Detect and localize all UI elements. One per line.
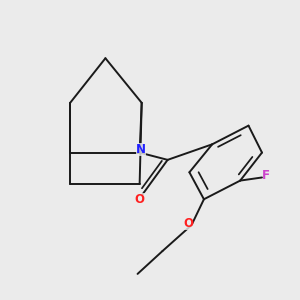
Text: F: F: [262, 169, 270, 182]
Text: N: N: [136, 143, 146, 156]
Text: O: O: [135, 193, 145, 206]
Text: O: O: [183, 217, 194, 230]
